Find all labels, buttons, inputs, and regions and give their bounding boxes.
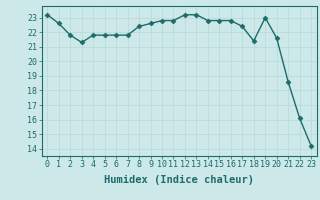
X-axis label: Humidex (Indice chaleur): Humidex (Indice chaleur) [104, 175, 254, 185]
